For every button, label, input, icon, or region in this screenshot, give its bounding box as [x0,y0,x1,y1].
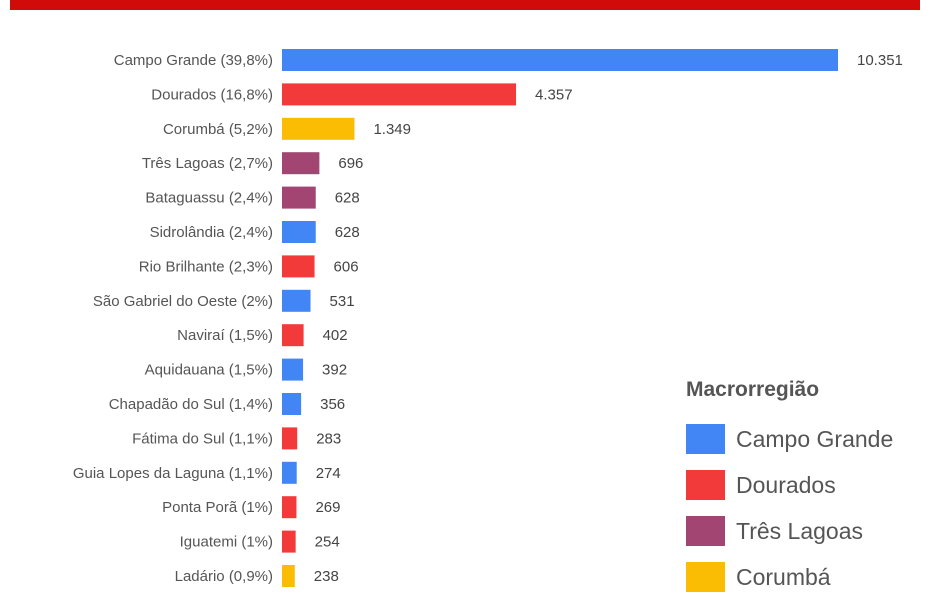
value-label: 10.351 [857,52,903,69]
legend-swatch [686,516,725,546]
bar [282,565,295,587]
bar [282,83,517,106]
category-label: Iguatemi (1%) [180,534,273,551]
category-label: Chapadão do Sul (1,4%) [109,396,273,413]
value-label: 274 [316,465,341,482]
value-label: 269 [315,499,340,516]
bar [282,461,297,484]
value-label: 356 [320,396,345,413]
bar [282,117,355,140]
bar [282,255,315,278]
legend-label: Três Lagoas [736,517,863,544]
legend-swatch [686,562,725,592]
category-label: Campo Grande (39,8%) [114,52,273,69]
value-label: 696 [338,155,363,172]
category-label: Corumbá (5,2%) [163,121,273,138]
value-label: 1.349 [373,121,411,138]
value-label: 628 [335,224,360,241]
bar [282,221,316,243]
value-label: 402 [323,327,348,344]
bar [282,186,316,209]
legend-label: Dourados [736,471,836,498]
category-label: Rio Brilhante (2,3%) [139,258,273,275]
legend: Macrorregião Campo Grande Dourados Três La… [686,378,926,600]
value-label: 238 [314,568,339,585]
legend-swatch [686,470,725,500]
category-label: Aquidauana (1,5%) [145,362,273,379]
category-label: Naviraí (1,5%) [177,327,273,344]
value-label: 531 [330,293,355,310]
legend-items: Campo Grande Dourados Três Lagoas Corumbá [686,416,926,600]
value-label: 4.357 [535,86,573,103]
bar [282,393,302,415]
legend-label: Campo Grande [736,425,894,452]
value-label: 254 [315,534,340,551]
category-label: Três Lagoas (2,7%) [142,155,273,172]
category-label: Guia Lopes da Laguna (1,1%) [73,465,273,482]
category-label: Bataguassu (2,4%) [145,190,273,207]
category-label: Sidrolândia (2,4%) [150,224,273,241]
value-label: 606 [334,258,359,275]
category-label: Fátima do Sul (1,1%) [132,430,273,447]
top-red-bar [10,0,920,10]
value-label: 392 [322,362,347,379]
category-label: Ponta Porã (1%) [162,499,273,516]
bar [282,530,296,553]
bar [282,324,304,347]
legend-title: Macrorregião [686,378,820,401]
category-label: Dourados (16,8%) [151,86,273,103]
legend-item: Dourados [686,462,926,508]
legend-item: Corumbá [686,554,926,600]
bar [282,427,298,450]
value-label: 628 [335,190,360,207]
bar [282,49,838,71]
legend-item: Campo Grande [686,416,926,462]
category-label: São Gabriel do Oeste (2%) [93,293,273,310]
legend-swatch [686,424,725,454]
bar [282,496,297,519]
legend-label: Corumbá [736,563,831,590]
bar [282,289,311,312]
bar [282,152,320,175]
bar [282,358,304,381]
value-label: 283 [316,430,341,447]
category-label: Ladário (0,9%) [175,568,273,585]
legend-item: Três Lagoas [686,508,926,554]
